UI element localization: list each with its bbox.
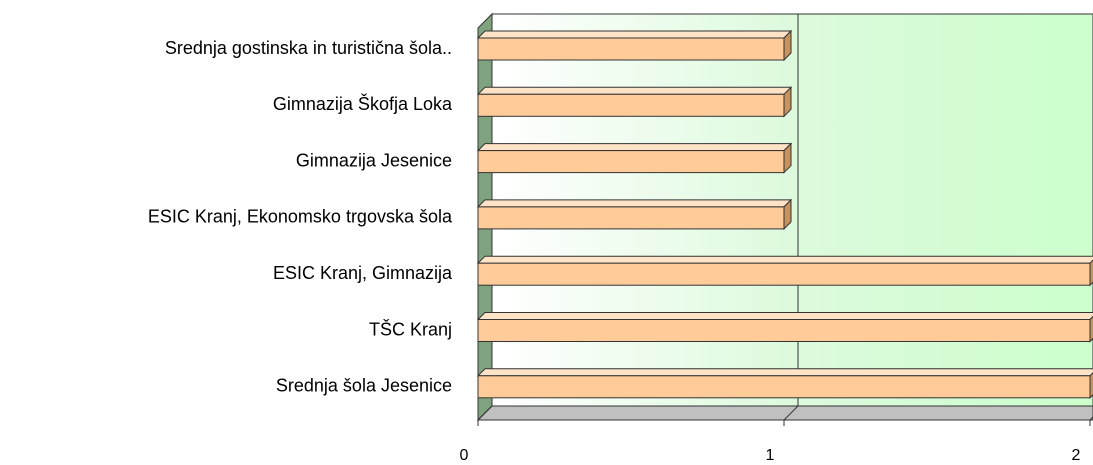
bar-front bbox=[477, 37, 785, 61]
grid-line bbox=[1089, 416, 1093, 421]
bar-front bbox=[477, 262, 1091, 286]
grid-line bbox=[477, 405, 493, 421]
y-tick-label: TŠC Kranj bbox=[369, 318, 452, 339]
y-tick-label: ESIC Kranj, Gimnazija bbox=[273, 263, 453, 283]
bar-front bbox=[477, 93, 785, 117]
bar bbox=[476, 86, 793, 118]
y-tick-label: Gimnazija Škofja Loka bbox=[273, 93, 453, 114]
bar-top bbox=[476, 368, 1093, 377]
y-tick-label: Srednja gostinska in turistična šola.. bbox=[165, 38, 452, 58]
x-tick-label: 0 bbox=[460, 447, 469, 464]
bar bbox=[476, 142, 793, 174]
x-tick-label: 1 bbox=[766, 447, 775, 464]
y-tick-label: ESIC Kranj, Ekonomsko trgovska šola bbox=[148, 207, 453, 227]
bar-top bbox=[476, 199, 793, 208]
bar bbox=[476, 198, 793, 231]
y-tick-label: Gimnazija Jesenice bbox=[296, 150, 452, 170]
bar-front bbox=[477, 206, 785, 230]
bar-front bbox=[477, 375, 1091, 399]
bar-front bbox=[477, 319, 1091, 342]
bar bbox=[476, 368, 1093, 400]
bar-top bbox=[476, 86, 793, 95]
x-tick-label: 2 bbox=[1072, 447, 1081, 464]
bar-front bbox=[477, 150, 785, 174]
y-tick-label: Srednja šola Jesenice bbox=[276, 376, 452, 396]
bar-top bbox=[476, 30, 793, 39]
bar bbox=[476, 312, 1093, 343]
bar-top bbox=[476, 312, 1093, 320]
bar bbox=[476, 255, 1093, 287]
bar bbox=[476, 29, 793, 62]
grid-line bbox=[783, 405, 799, 421]
bar-top bbox=[476, 143, 793, 152]
bar-top bbox=[476, 255, 1093, 264]
